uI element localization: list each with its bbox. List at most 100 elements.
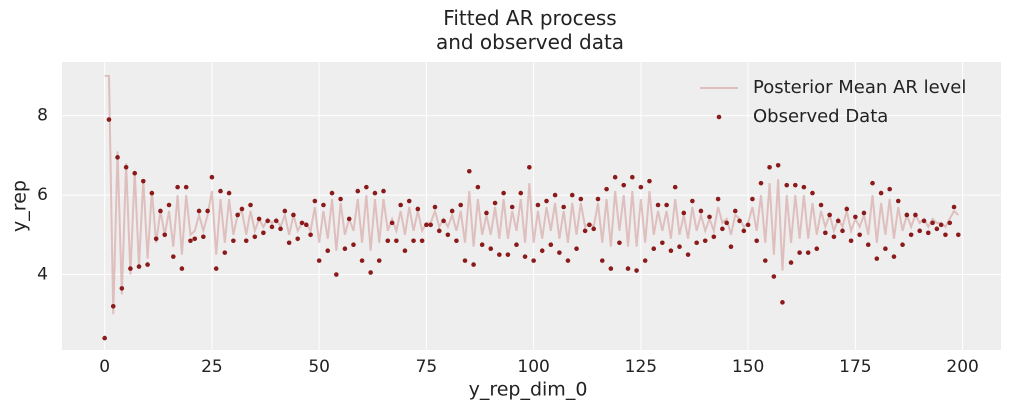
data-point bbox=[273, 218, 279, 224]
data-point bbox=[226, 190, 232, 196]
data-point bbox=[891, 254, 897, 259]
data-point bbox=[561, 204, 566, 210]
data-point bbox=[218, 188, 223, 194]
data-point bbox=[479, 242, 485, 248]
y-tick-label: 8 bbox=[37, 106, 48, 126]
data-point bbox=[823, 230, 828, 236]
y-axis-label: y_rep bbox=[9, 180, 31, 232]
data-point bbox=[754, 238, 760, 244]
data-point bbox=[934, 226, 940, 232]
data-point bbox=[291, 212, 296, 218]
x-tick-label: 150 bbox=[732, 357, 764, 377]
data-point bbox=[870, 180, 875, 186]
data-point bbox=[848, 238, 854, 244]
data-point bbox=[140, 178, 146, 184]
data-point bbox=[702, 238, 708, 244]
y-tick-label: 4 bbox=[37, 265, 48, 285]
data-point bbox=[286, 240, 292, 246]
data-point bbox=[612, 174, 618, 180]
data-point bbox=[784, 182, 790, 188]
data-point bbox=[685, 252, 691, 257]
data-point bbox=[574, 246, 579, 252]
x-tick-label: 100 bbox=[517, 357, 549, 377]
x-tick-label: 175 bbox=[839, 357, 871, 377]
x-tick-label: 75 bbox=[416, 357, 438, 377]
data-point bbox=[102, 335, 107, 341]
data-point bbox=[724, 220, 729, 226]
x-tick-label: 25 bbox=[201, 357, 223, 377]
data-point bbox=[299, 220, 305, 226]
data-point bbox=[895, 198, 901, 204]
data-point bbox=[655, 202, 661, 208]
data-point bbox=[398, 202, 403, 208]
data-point bbox=[741, 228, 747, 234]
data-point bbox=[840, 228, 845, 234]
data-point bbox=[462, 258, 468, 263]
data-point bbox=[509, 204, 515, 210]
data-point bbox=[938, 222, 944, 228]
data-point bbox=[308, 232, 313, 238]
data-point bbox=[835, 218, 841, 224]
data-point bbox=[681, 210, 687, 216]
legend-label: Posterior Mean AR level bbox=[753, 77, 966, 98]
data-point bbox=[775, 162, 781, 168]
data-point bbox=[166, 202, 172, 208]
data-point bbox=[557, 250, 562, 255]
data-point bbox=[857, 232, 862, 238]
data-point bbox=[213, 266, 219, 271]
data-point bbox=[265, 218, 270, 224]
data-point bbox=[192, 236, 198, 242]
data-point bbox=[351, 242, 356, 248]
data-point bbox=[278, 226, 283, 232]
data-point bbox=[106, 117, 112, 122]
data-point bbox=[844, 206, 850, 212]
data-point bbox=[853, 214, 858, 220]
data-point bbox=[544, 198, 549, 204]
data-point bbox=[411, 238, 416, 244]
data-point bbox=[183, 184, 189, 190]
data-point bbox=[883, 246, 888, 252]
data-point bbox=[248, 202, 253, 208]
data-point bbox=[497, 252, 502, 257]
data-point bbox=[865, 242, 871, 248]
data-point bbox=[548, 242, 554, 248]
data-point bbox=[771, 274, 777, 279]
data-point bbox=[368, 270, 373, 275]
legend-marker bbox=[716, 114, 722, 120]
data-point bbox=[406, 198, 412, 204]
x-tick-label: 200 bbox=[946, 357, 978, 377]
data-point bbox=[119, 286, 125, 291]
data-point bbox=[149, 190, 155, 196]
data-point bbox=[252, 234, 258, 240]
data-point bbox=[660, 240, 665, 246]
data-point bbox=[428, 222, 433, 228]
data-point bbox=[762, 258, 768, 263]
data-point bbox=[732, 208, 738, 214]
data-point bbox=[531, 258, 536, 263]
data-point bbox=[874, 256, 880, 261]
data-point bbox=[788, 260, 794, 265]
ar-line bbox=[104, 74, 959, 315]
data-point bbox=[913, 212, 918, 218]
data-point bbox=[334, 272, 339, 277]
data-point bbox=[188, 238, 193, 244]
data-point bbox=[458, 202, 464, 208]
data-point bbox=[209, 174, 215, 180]
data-point bbox=[312, 198, 318, 204]
data-point bbox=[364, 184, 369, 190]
data-point bbox=[617, 240, 622, 246]
data-point bbox=[698, 208, 704, 214]
data-point bbox=[376, 258, 382, 263]
data-point bbox=[445, 232, 451, 238]
data-point bbox=[900, 242, 905, 248]
data-point bbox=[115, 155, 120, 160]
data-point bbox=[672, 184, 678, 190]
data-point bbox=[604, 186, 609, 192]
data-point bbox=[608, 266, 614, 271]
data-point bbox=[179, 266, 185, 271]
data-point bbox=[235, 212, 240, 218]
data-point bbox=[389, 220, 395, 226]
data-point bbox=[634, 268, 639, 273]
data-point bbox=[814, 246, 820, 252]
data-point bbox=[690, 198, 695, 204]
